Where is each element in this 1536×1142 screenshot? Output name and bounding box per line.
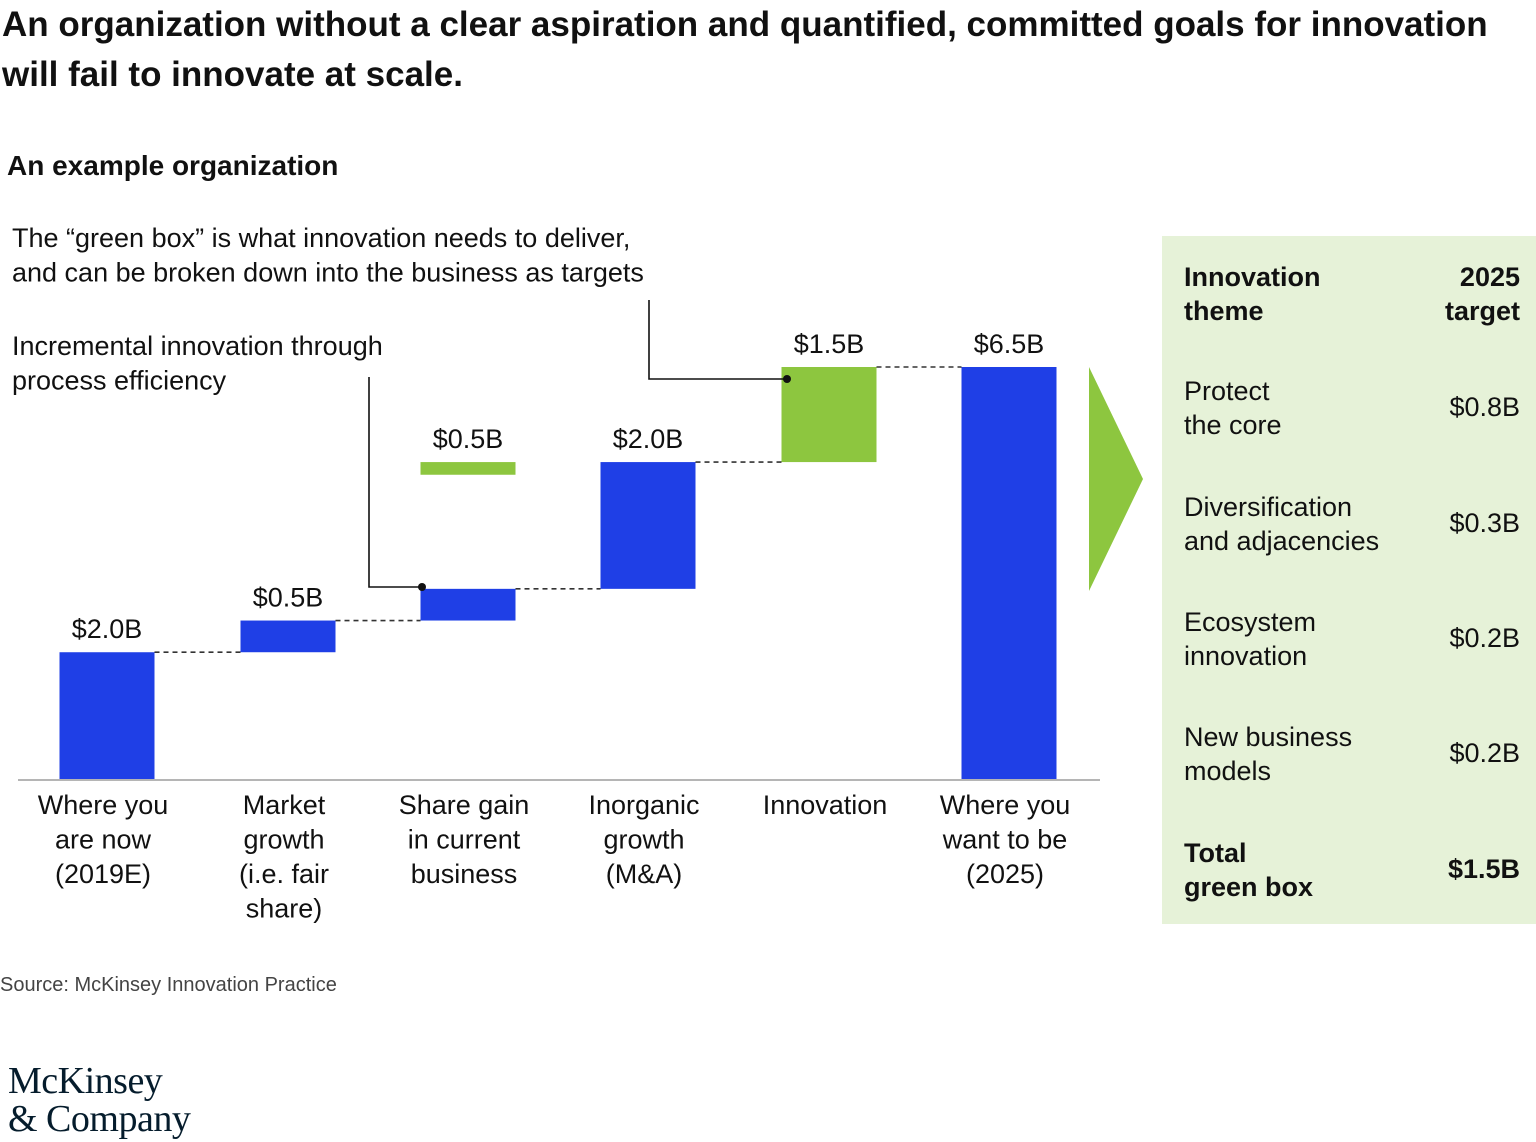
value-label: $2.0B	[613, 424, 684, 454]
category-label: Where you are now (2019E)	[38, 790, 169, 889]
category-label: Share gain in current business	[399, 790, 530, 889]
table-header-theme: Innovation theme	[1184, 262, 1321, 326]
annotation-leader-dot	[418, 583, 426, 591]
table-row-target: $0.2B	[1449, 623, 1520, 653]
table-row-target: $0.8B	[1449, 392, 1520, 422]
table-row-theme: New business models	[1184, 722, 1353, 786]
table-row-theme: Diversification and adjacencies	[1184, 492, 1380, 556]
bar-2	[420, 588, 516, 621]
bar-0	[59, 652, 155, 779]
bar-5	[961, 367, 1057, 779]
chart-subtitle: An example organization	[7, 150, 339, 181]
table-row-target: $0.2B	[1449, 738, 1520, 768]
annotation-incremental: Incremental innovation through process ef…	[12, 331, 383, 396]
annotation-leader-line	[648, 300, 787, 380]
category-label: Where you want to be (2025)	[940, 790, 1071, 889]
annotation-leader-line	[368, 377, 422, 588]
mckinsey-logo: McKinsey & Company	[8, 1060, 191, 1140]
value-label: $1.5B	[794, 329, 865, 359]
annotation-green-box: The “green box” is what innovation needs…	[12, 223, 644, 288]
value-label: $2.0B	[72, 614, 143, 644]
headline: An organization without a clear aspirati…	[2, 5, 1488, 94]
table-row-target: $0.3B	[1449, 508, 1520, 538]
category-label: Market growth (i.e. fair share)	[239, 790, 329, 924]
bar-4	[781, 367, 877, 463]
table-row-theme: Ecosystem innovation	[1184, 607, 1317, 671]
category-label: Innovation	[763, 790, 888, 820]
table-total-target: $1.5B	[1447, 854, 1520, 884]
annotation-leader-dot	[783, 375, 791, 383]
table-row-theme: Protect the core	[1184, 376, 1282, 440]
category-label: Inorganic growth (M&A)	[588, 790, 699, 889]
table-total-theme: Total green box	[1184, 838, 1314, 902]
source-note: Source: McKinsey Innovation Practice	[0, 974, 337, 996]
green-segment	[420, 462, 516, 475]
value-label: $0.5B	[433, 424, 504, 454]
bar-3	[600, 462, 696, 589]
value-label: $6.5B	[974, 329, 1045, 359]
table-header-target: 2025 target	[1444, 262, 1520, 326]
green-box-table: Innovation theme 2025 target Protect the…	[1162, 236, 1536, 924]
green-arrow-icon	[1089, 367, 1143, 591]
bar-1	[240, 620, 336, 653]
value-label: $0.5B	[253, 583, 324, 613]
